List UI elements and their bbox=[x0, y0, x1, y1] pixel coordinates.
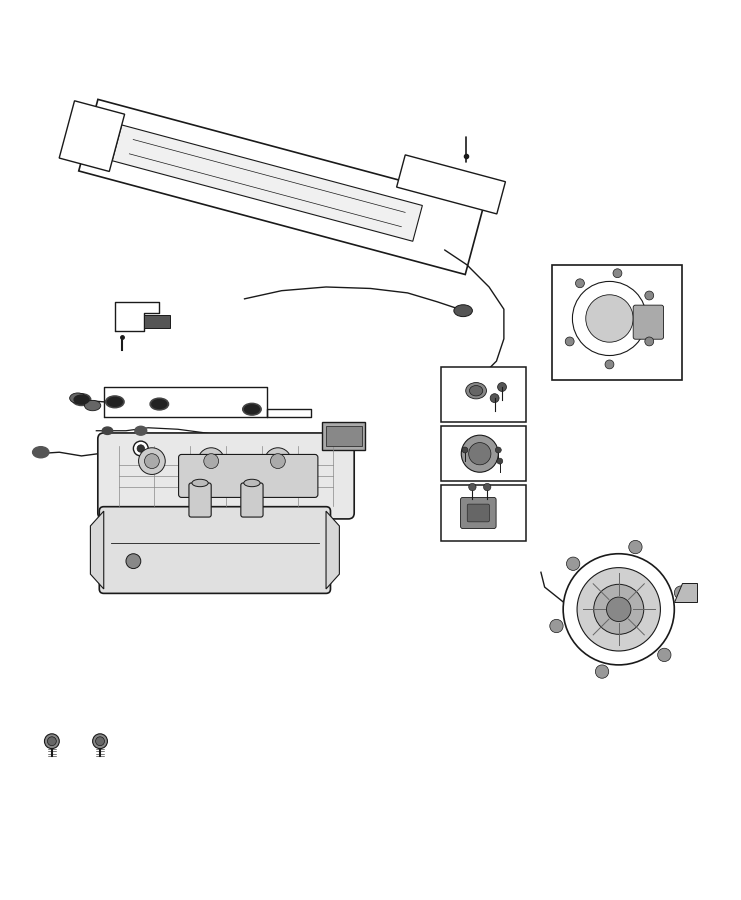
Ellipse shape bbox=[465, 382, 486, 399]
Circle shape bbox=[468, 483, 476, 490]
Circle shape bbox=[550, 619, 563, 633]
Circle shape bbox=[613, 269, 622, 278]
Circle shape bbox=[139, 448, 165, 474]
Circle shape bbox=[629, 540, 642, 554]
Ellipse shape bbox=[73, 393, 91, 406]
Circle shape bbox=[126, 554, 141, 569]
Circle shape bbox=[572, 282, 646, 356]
Circle shape bbox=[566, 557, 579, 571]
Circle shape bbox=[270, 454, 285, 469]
FancyBboxPatch shape bbox=[189, 483, 211, 518]
Bar bbox=[441, 426, 526, 482]
Ellipse shape bbox=[107, 398, 122, 406]
Polygon shape bbox=[326, 511, 339, 589]
Circle shape bbox=[674, 586, 688, 599]
Ellipse shape bbox=[70, 393, 86, 403]
Polygon shape bbox=[115, 302, 159, 331]
Circle shape bbox=[645, 337, 654, 346]
Ellipse shape bbox=[244, 480, 260, 487]
Bar bbox=[326, 426, 362, 446]
Ellipse shape bbox=[74, 395, 89, 404]
Circle shape bbox=[137, 445, 144, 452]
Ellipse shape bbox=[150, 398, 168, 410]
Circle shape bbox=[606, 597, 631, 622]
Circle shape bbox=[585, 295, 633, 342]
Bar bbox=[441, 366, 526, 422]
Circle shape bbox=[265, 448, 291, 474]
Circle shape bbox=[133, 441, 148, 456]
Circle shape bbox=[496, 458, 503, 464]
Ellipse shape bbox=[33, 446, 49, 458]
Ellipse shape bbox=[243, 403, 262, 415]
Polygon shape bbox=[674, 583, 697, 602]
Circle shape bbox=[605, 360, 614, 369]
Ellipse shape bbox=[473, 374, 491, 385]
Polygon shape bbox=[144, 315, 170, 328]
Bar bbox=[322, 422, 365, 450]
Circle shape bbox=[468, 443, 491, 464]
Polygon shape bbox=[59, 101, 124, 172]
Polygon shape bbox=[267, 410, 311, 417]
Ellipse shape bbox=[84, 400, 101, 410]
Ellipse shape bbox=[245, 405, 259, 414]
FancyBboxPatch shape bbox=[98, 433, 354, 519]
Circle shape bbox=[462, 447, 468, 453]
Circle shape bbox=[198, 448, 225, 474]
Polygon shape bbox=[79, 99, 485, 274]
Ellipse shape bbox=[102, 427, 113, 435]
Ellipse shape bbox=[453, 305, 473, 317]
FancyBboxPatch shape bbox=[179, 454, 318, 498]
Bar bbox=[441, 485, 526, 541]
Circle shape bbox=[595, 665, 608, 679]
Circle shape bbox=[594, 584, 644, 634]
FancyBboxPatch shape bbox=[99, 507, 330, 593]
FancyBboxPatch shape bbox=[460, 498, 496, 528]
Ellipse shape bbox=[470, 385, 482, 396]
Circle shape bbox=[497, 382, 507, 392]
Circle shape bbox=[576, 279, 585, 288]
Polygon shape bbox=[396, 155, 505, 214]
Circle shape bbox=[93, 734, 107, 749]
Polygon shape bbox=[112, 125, 422, 241]
Circle shape bbox=[563, 554, 674, 665]
Polygon shape bbox=[90, 511, 104, 589]
Circle shape bbox=[483, 483, 491, 490]
FancyBboxPatch shape bbox=[241, 483, 263, 518]
Circle shape bbox=[577, 568, 660, 651]
Circle shape bbox=[461, 436, 498, 472]
Circle shape bbox=[44, 734, 59, 749]
Circle shape bbox=[565, 337, 574, 346]
Circle shape bbox=[204, 454, 219, 469]
Ellipse shape bbox=[135, 427, 147, 436]
Ellipse shape bbox=[105, 396, 124, 408]
Bar bbox=[552, 265, 682, 380]
Circle shape bbox=[47, 737, 56, 746]
FancyBboxPatch shape bbox=[467, 504, 489, 522]
Polygon shape bbox=[104, 387, 267, 417]
Circle shape bbox=[144, 454, 159, 469]
Circle shape bbox=[658, 648, 671, 662]
FancyBboxPatch shape bbox=[633, 305, 664, 339]
Circle shape bbox=[645, 291, 654, 300]
Circle shape bbox=[96, 737, 104, 746]
Circle shape bbox=[491, 393, 499, 402]
Ellipse shape bbox=[152, 400, 167, 409]
Ellipse shape bbox=[192, 480, 208, 487]
Circle shape bbox=[495, 447, 501, 453]
